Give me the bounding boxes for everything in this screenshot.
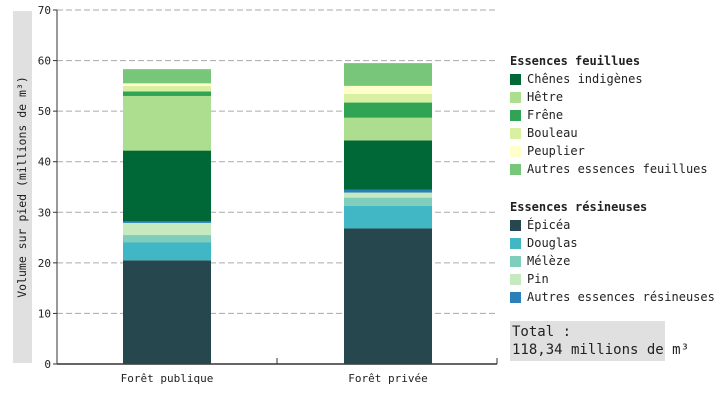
legend-item-autres-feuillues: Autres essences feuillues — [510, 160, 715, 178]
legend-item-peuplier: Peuplier — [510, 142, 715, 160]
legend-label: Bouleau — [527, 126, 578, 140]
bar-segment — [123, 91, 211, 96]
bar-segment — [344, 117, 432, 141]
legend-item-meleze: Mélèze — [510, 252, 715, 270]
bar-segment — [123, 69, 211, 84]
bar-segment — [344, 93, 432, 103]
y-tick-label: 70 — [38, 4, 51, 17]
y-tick-label: 0 — [44, 358, 51, 371]
bar-segment — [123, 222, 211, 236]
y-tick-label: 10 — [38, 307, 51, 320]
y-tick-label: 40 — [38, 156, 51, 169]
legend-swatch-pin — [510, 273, 521, 285]
y-tick-label: 20 — [38, 257, 51, 270]
legend-item-hetre: Hêtre — [510, 88, 715, 106]
bar-segment — [123, 221, 211, 223]
bar-segment — [344, 63, 432, 86]
legend-swatch-epicea — [510, 219, 521, 231]
legend-label: Épicéa — [527, 218, 571, 232]
bar-segment — [344, 189, 432, 193]
y-axis-label-background — [13, 11, 32, 363]
bar-segment — [344, 85, 432, 94]
legend-label: Hêtre — [527, 90, 564, 104]
legend-label: Douglas — [527, 236, 578, 250]
legend-swatch-meleze — [510, 255, 521, 267]
legend-item-epicea: Épicéa — [510, 216, 715, 234]
bar-segment — [344, 205, 432, 229]
legend-swatch-bouleau — [510, 127, 521, 139]
y-tick-label: 60 — [38, 55, 51, 68]
legend-swatch-frene — [510, 109, 521, 121]
total-value: 118,34 millions de m³ — [512, 342, 690, 358]
legend-swatch-peuplier — [510, 145, 521, 157]
legend-label: Mélèze — [527, 254, 571, 268]
legend-item-autres-resineuses: Autres essences résineuses — [510, 288, 715, 306]
bar-segment — [123, 95, 211, 151]
legend-label: Autres essences feuillues — [527, 162, 708, 176]
legend-title-resineuses: Essences résineuses — [510, 200, 648, 214]
legend-swatch-hetre — [510, 91, 521, 103]
legend-swatch-chenes — [510, 73, 521, 85]
legend: Essences feuillues Chênes indigènes Hêtr… — [510, 52, 715, 306]
legend-item-pin: Pin — [510, 270, 715, 288]
legend-label: Peuplier — [527, 144, 585, 158]
legend-item-bouleau: Bouleau — [510, 124, 715, 142]
bar-segment — [123, 235, 211, 243]
y-axis-label: Volume sur pied (millions de m³) — [15, 76, 29, 298]
legend-label: Pin — [527, 272, 549, 286]
legend-item-frene: Frêne — [510, 106, 715, 124]
total-box: Total : 118,34 millions de m³ — [510, 321, 690, 361]
bar-segment — [123, 260, 211, 364]
legend-label: Autres essences résineuses — [527, 290, 715, 304]
total-label: Total : — [512, 324, 572, 340]
legend-item-chenes: Chênes indigènes — [510, 70, 715, 88]
legend-swatch-autres-feuillues — [510, 163, 521, 175]
legend-title-feuillues: Essences feuillues — [510, 54, 641, 68]
bar-segment — [344, 140, 432, 190]
legend-swatch-douglas — [510, 237, 521, 249]
y-tick-label: 50 — [38, 105, 51, 118]
bar-segment — [344, 228, 432, 364]
legend-label: Chênes indigènes — [527, 72, 643, 86]
x-tick-label: Forêt privée — [348, 372, 427, 385]
bar-segment — [123, 83, 211, 86]
x-tick-label: Forêt publique — [121, 372, 214, 385]
legend-swatch-autres-resineuses — [510, 291, 521, 303]
bar-segment — [123, 85, 211, 92]
legend-item-douglas: Douglas — [510, 234, 715, 252]
bar-segment — [344, 197, 432, 206]
bar-segment — [344, 192, 432, 198]
legend-label: Frêne — [527, 108, 564, 122]
bar-segment — [344, 102, 432, 118]
bar-segment — [123, 150, 211, 222]
y-tick-label: 30 — [38, 206, 51, 219]
bar-segment — [123, 242, 211, 261]
